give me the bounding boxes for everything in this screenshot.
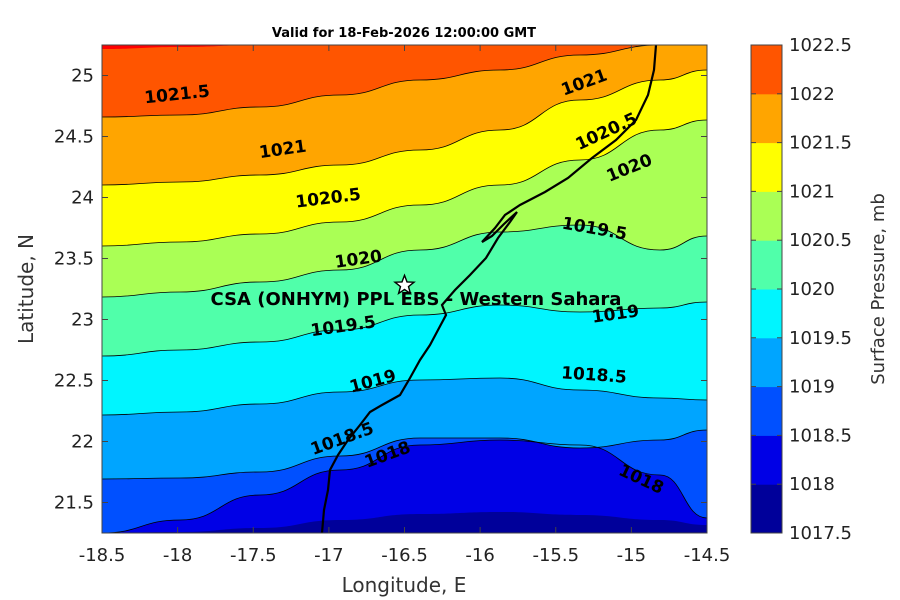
y-tick-label: 22 [71,432,94,453]
coastline [320,45,658,533]
colorbar-tick-label: 1021 [789,181,835,202]
pressure-band [102,45,707,117]
station-marker: CSA (ONHYM) PPL EBS - Western Sahara [211,273,622,310]
colorbar-tick-label: 1020.5 [789,230,852,251]
x-tick-label: -16 [465,545,494,566]
colorbar-segment [751,386,782,436]
isobar-line [102,429,707,480]
colorbar: 1017.5 1018 1018.5 1019 1019.5 1020 1020.5 1021… [751,35,852,544]
isobar-line [102,69,707,186]
y-tick-label: 23 [71,310,94,331]
colorbar-segment [751,337,782,388]
colorbar-tick-label: 1017.5 [789,523,852,544]
y-axis-ticks: 21.5 22 22.5 23 23.5 24 24.5 25 [54,66,707,514]
colorbar-segment [751,142,782,192]
colorbar-segment [751,484,782,534]
colorbar-tick-label: 1021.5 [789,133,852,154]
y-axis-label: Latitude, N [14,234,38,344]
map-title: Valid for 18-Feb-2026 12:00:00 GMT [272,26,536,41]
y-tick-label: 24 [71,188,94,209]
y-tick-label: 24.5 [54,127,94,148]
isobar-line [102,45,707,118]
colorbar-segment [751,45,782,95]
y-tick-label: 25 [71,66,94,87]
colorbar-tick-label: 1022 [789,84,835,105]
colorbar-tick-label: 1018 [789,474,835,495]
isobar-line [102,224,707,298]
colorbar-tick-label: 1018.5 [789,425,852,446]
colorbar-tick-label: 1020 [789,279,835,300]
isobar-label: 1018.5 [560,363,627,388]
colorbar-segment [751,435,782,485]
y-tick-label: 21.5 [54,493,94,514]
x-tick-label: -17 [314,545,343,566]
x-tick-label: -15 [617,545,646,566]
x-axis-ticks: -18.5 -18 -17.5 -17 -16.5 -16 -15.5 -15 -14.5 [79,45,731,566]
x-tick-label: -18.5 [79,545,126,566]
isobar-line [102,301,707,357]
star-icon [393,273,416,296]
x-tick-label: -14.5 [684,545,731,566]
colorbar-tick-label: 1019 [789,377,835,398]
isobar-line [102,119,707,247]
colorbar-segment [751,240,782,290]
x-tick-label: -16.5 [381,545,428,566]
colorbar-segment [751,191,782,241]
colorbar-segment [751,289,782,339]
colorbar-label: Surface Pressure, mb [868,193,889,385]
x-axis-label: Longitude, E [342,573,467,597]
colorbar-frame [750,44,783,534]
x-tick-label: -15.5 [532,545,579,566]
colorbar-tick-label: 1019.5 [789,328,852,349]
colorbar-tick-label: 1022.5 [789,35,852,56]
isobar-lines [102,45,707,533]
isobar-line [102,377,707,416]
station-label: CSA (ONHYM) PPL EBS - Western Sahara [211,289,622,310]
y-tick-label: 23.5 [54,249,94,270]
y-tick-label: 22.5 [54,371,94,392]
x-tick-label: -17.5 [230,545,277,566]
isobar-line [102,439,707,533]
colorbar-segment [751,93,782,144]
x-tick-label: -18 [163,545,192,566]
